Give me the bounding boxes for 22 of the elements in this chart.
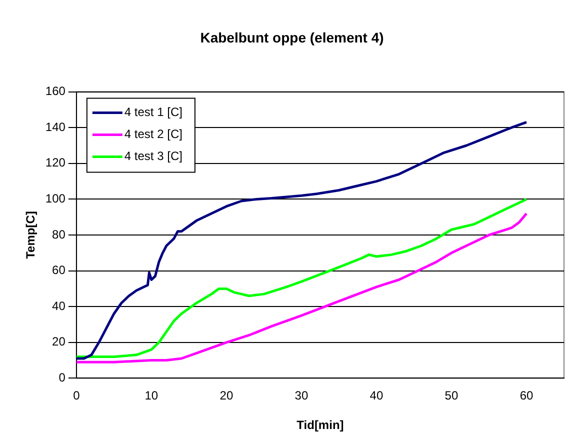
legend-label: 4 test 3 [C]	[124, 149, 182, 164]
y-tick-label: 60	[52, 263, 66, 278]
x-tick-label: 40	[370, 388, 384, 403]
y-axis-title: Temp[C]	[24, 211, 38, 259]
legend-label: 4 test 1 [C]	[124, 105, 182, 120]
x-axis-title: Tid[min]	[296, 418, 344, 432]
y-tick-label: 80	[52, 227, 66, 242]
x-tick-label: 30	[294, 388, 308, 403]
y-tick-label: 140	[45, 120, 66, 134]
x-tick-label: 50	[444, 388, 458, 403]
y-tick-label: 160	[45, 84, 66, 98]
x-tick-label: 0	[73, 388, 80, 403]
x-tick-label: 20	[220, 388, 234, 403]
y-tick-label: 100	[45, 192, 66, 206]
x-tick-label: 10	[144, 388, 158, 403]
x-tick-label: 60	[520, 388, 534, 403]
y-tick-label: 120	[45, 156, 66, 170]
legend-label: 4 test 2 [C]	[124, 127, 182, 142]
chart-title: Kabelbunt oppe (element 4)	[200, 29, 384, 46]
y-tick-label: 40	[52, 298, 66, 313]
y-tick-label: 20	[52, 334, 66, 349]
y-tick-label: 0	[58, 370, 66, 385]
